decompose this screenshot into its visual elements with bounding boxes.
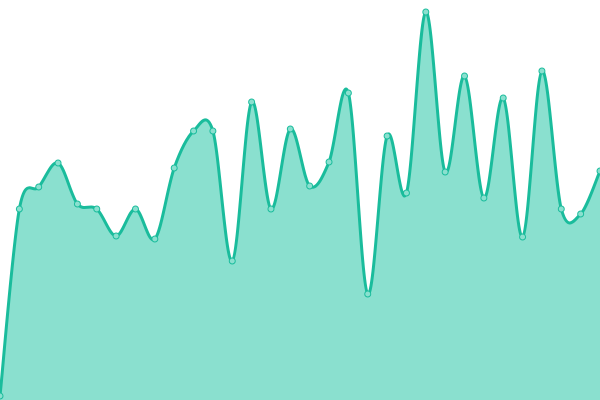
data-point-1 [15, 205, 23, 213]
data-point-4 [73, 200, 81, 208]
data-point-10 [190, 127, 198, 135]
data-point-27 [519, 233, 527, 241]
data-point-7 [131, 205, 139, 213]
data-point-5 [93, 205, 101, 213]
data-point-22 [422, 8, 430, 16]
data-point-21 [402, 189, 410, 197]
data-point-18 [344, 89, 352, 97]
data-point-3 [54, 159, 62, 167]
area-fill [0, 11, 600, 400]
data-point-30 [577, 210, 585, 218]
data-point-31 [596, 167, 600, 175]
data-point-12 [228, 257, 236, 265]
data-point-16 [306, 182, 314, 190]
data-point-25 [480, 194, 488, 202]
data-markers [0, 8, 600, 400]
data-point-9 [170, 164, 178, 172]
data-point-14 [267, 205, 275, 213]
data-point-29 [557, 205, 565, 213]
data-point-13 [248, 98, 256, 106]
data-point-20 [383, 132, 391, 140]
data-point-23 [441, 168, 449, 176]
data-point-19 [364, 290, 372, 298]
data-point-15 [286, 125, 294, 133]
data-point-8 [151, 235, 159, 243]
data-point-26 [499, 94, 507, 102]
data-point-6 [112, 232, 120, 240]
data-point-17 [325, 158, 333, 166]
data-point-2 [35, 183, 43, 191]
data-point-0 [0, 392, 4, 400]
data-point-28 [538, 67, 546, 75]
data-point-24 [461, 72, 469, 80]
data-point-11 [209, 127, 217, 135]
